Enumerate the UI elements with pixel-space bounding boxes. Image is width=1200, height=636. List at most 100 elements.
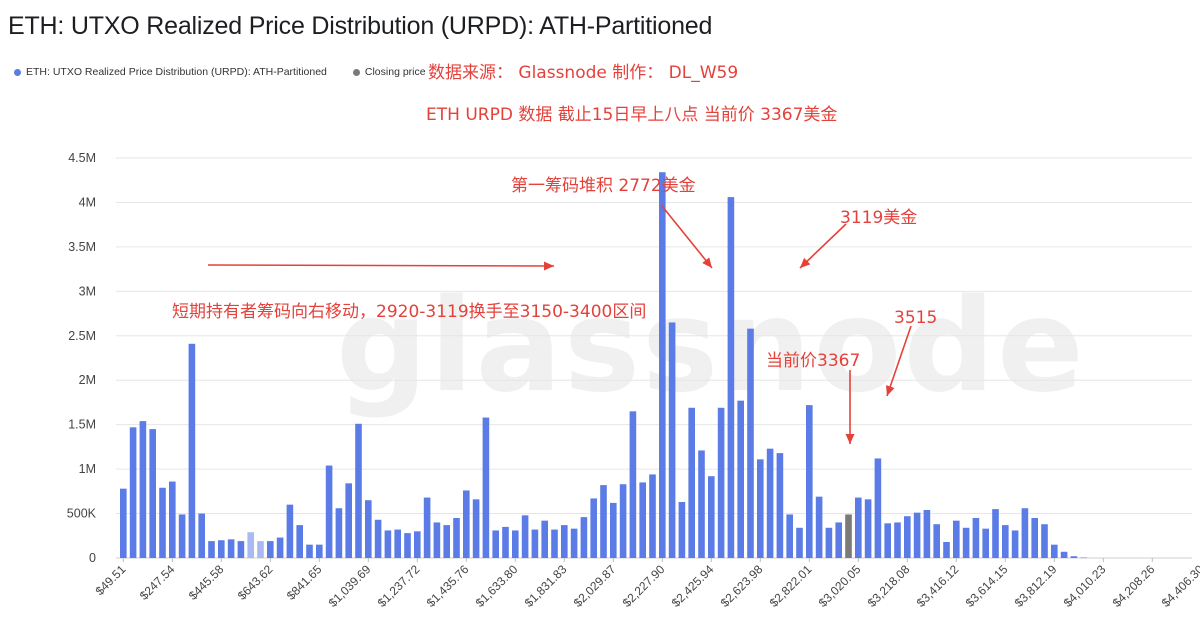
urpd-bar	[796, 527, 803, 558]
urpd-bar	[551, 529, 558, 558]
urpd-bar	[698, 450, 705, 558]
urpd-bar	[1070, 556, 1078, 558]
x-tick-label: $2,822.01	[767, 562, 815, 610]
urpd-bar	[521, 515, 529, 558]
urpd-bar	[208, 541, 215, 558]
urpd-bar	[727, 197, 735, 558]
closing-price-bar	[845, 514, 852, 558]
urpd-bar	[982, 528, 989, 558]
urpd-bar	[1011, 530, 1019, 558]
urpd-bar	[149, 429, 156, 558]
urpd-bar	[325, 465, 333, 558]
legend-item-urpd[interactable]: ETH: UTXO Realized Price Distribution (U…	[14, 66, 327, 78]
arrow-first-chip-head	[702, 257, 712, 268]
annotation-headline: ETH URPD 数据 截止15日早上八点 当前价 3367美金	[426, 105, 838, 125]
urpd-bar	[443, 525, 450, 558]
urpd-bar	[1021, 508, 1029, 558]
x-tick-label: $247.54	[137, 562, 178, 603]
y-tick-label: 4.5M	[68, 151, 96, 165]
x-tick-label: $1,633.80	[473, 562, 521, 610]
urpd-bar	[1002, 525, 1009, 558]
urpd-bar	[972, 518, 980, 558]
arrow-shift-right	[207, 264, 555, 267]
legend-item-closing[interactable]: Closing price	[352, 66, 426, 78]
y-tick-label: 0	[89, 551, 96, 565]
urpd-bar	[169, 481, 176, 558]
urpd-bar	[717, 407, 725, 558]
legend: ETH: UTXO Realized Price Distribution (U…	[14, 66, 452, 78]
arrow-3515-head	[885, 385, 895, 396]
legend-swatch-urpd	[14, 68, 21, 76]
urpd-bar	[1041, 524, 1048, 558]
legend-swatch-closing	[352, 68, 360, 76]
x-tick-label: $4,208.26	[1110, 562, 1158, 610]
urpd-bar	[472, 499, 480, 558]
y-tick-label: 1M	[79, 462, 96, 476]
urpd-bar	[257, 541, 264, 558]
y-tick-label: 500K	[67, 507, 97, 521]
urpd-bar	[786, 514, 793, 558]
urpd-bar	[404, 533, 411, 558]
legend-label-closing: Closing price	[364, 66, 426, 78]
urpd-bar	[276, 537, 284, 558]
urpd-bar	[776, 453, 784, 558]
urpd-bar	[659, 172, 666, 558]
urpd-bar	[835, 522, 842, 558]
x-tick-label: $3,614.15	[963, 562, 1011, 610]
urpd-bar	[463, 490, 470, 558]
arrow-3515	[886, 325, 912, 397]
urpd-bar	[247, 532, 254, 558]
y-tick-label: 4M	[79, 195, 96, 209]
urpd-bar	[943, 542, 950, 558]
urpd-bar	[904, 516, 911, 558]
urpd-bar	[923, 510, 931, 558]
urpd-bar	[864, 499, 872, 558]
x-tick-label: $1,435.76	[424, 562, 472, 610]
urpd-bar	[668, 322, 676, 558]
urpd-bar	[306, 544, 313, 558]
urpd-bar	[825, 527, 833, 558]
annotation-second-chip: 3119美金	[840, 208, 918, 228]
urpd-bar	[227, 539, 235, 558]
urpd-bar	[933, 524, 940, 558]
urpd-bar	[610, 502, 617, 558]
urpd-bar	[502, 526, 509, 558]
urpd-bar	[423, 497, 431, 558]
urpd-bar	[355, 423, 362, 558]
urpd-bar	[384, 530, 392, 558]
urpd-bar	[962, 527, 970, 558]
legend-label-urpd: ETH: UTXO Realized Price Distribution (U…	[26, 66, 327, 78]
y-tick-label: 1.5M	[68, 418, 96, 432]
x-tick-label: $2,227.90	[620, 562, 668, 610]
urpd-bar	[1060, 551, 1068, 558]
y-tick-label: 3M	[79, 284, 96, 298]
urpd-bar	[237, 541, 245, 558]
urpd-bar	[188, 343, 196, 558]
x-tick-label: $2,029.87	[571, 562, 619, 610]
urpd-bar	[365, 500, 372, 558]
urpd-bar	[1031, 518, 1038, 558]
x-tick-label: $4,010.23	[1061, 562, 1109, 610]
x-tick-label: $3,020.05	[816, 562, 864, 610]
arrow-first-chip	[661, 205, 713, 269]
urpd-bar	[639, 482, 646, 558]
urpd-bar	[198, 513, 205, 558]
urpd-bar	[345, 483, 352, 558]
urpd-bar	[335, 508, 343, 558]
annotation-3515: 3515	[894, 308, 938, 328]
x-tick-label: $4,406.30	[1159, 562, 1200, 610]
urpd-bar	[178, 514, 186, 558]
urpd-bar	[120, 488, 127, 558]
urpd-bar	[492, 530, 499, 558]
urpd-bar	[649, 474, 656, 558]
y-tick-label: 2.5M	[68, 329, 96, 343]
urpd-bar	[815, 496, 823, 558]
urpd-bar	[737, 400, 744, 558]
urpd-bar	[747, 328, 754, 558]
annotation-current-price: 当前价3367	[766, 351, 861, 371]
chart-title: ETH: UTXO Realized Price Distribution (U…	[8, 12, 713, 40]
urpd-bar	[159, 487, 166, 558]
x-tick-label: $1,039.69	[326, 562, 374, 610]
x-tick-label: $2,425.94	[669, 562, 717, 610]
x-tick-label: $3,812.19	[1012, 562, 1060, 610]
